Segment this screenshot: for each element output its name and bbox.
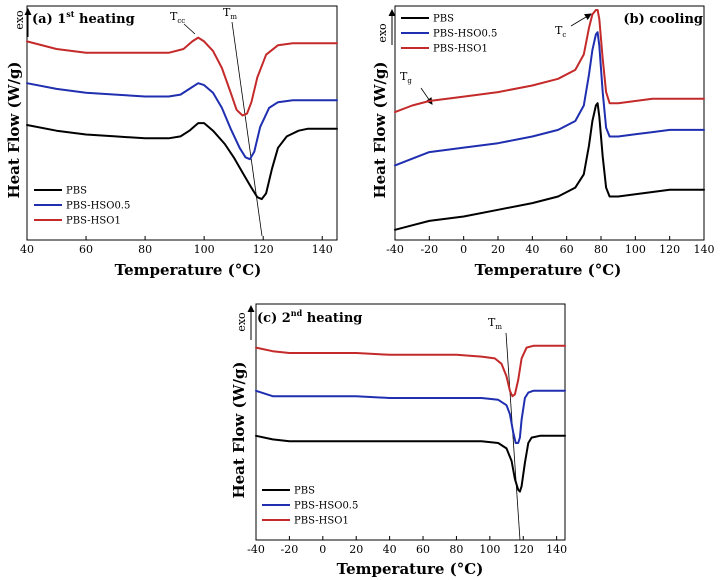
panel-c-legend-label: PBS-HSO1 [294, 516, 349, 527]
panel-a-x-tick-label: 100 [194, 243, 215, 256]
panel-a-exo-label: exo [13, 10, 26, 30]
panel-c-legend-label: PBS-HSO0.5 [294, 501, 358, 512]
panel-a-title: (a) 1st heating [32, 9, 135, 27]
panel-b-x-tick-label: 80 [594, 243, 608, 256]
panel-a-annotation-tcc-label: T [170, 10, 178, 23]
panel-a-legend-label: PBS-HSO1 [66, 216, 121, 227]
panel-c-x-tick-label: 20 [349, 543, 363, 556]
panel-c-annotation-tm: Tm [488, 316, 502, 331]
panel-c-x-tick-label: 0 [319, 543, 326, 556]
panel-a-legend-label: PBS-HSO0.5 [66, 201, 130, 212]
panel-a-title-rest: heating [75, 12, 135, 27]
panel-b-annotation-tc: Tc [555, 24, 566, 39]
panel-b-legend: PBS PBS-HSO0.5 PBS-HSO1 [401, 14, 497, 55]
panel-c-title: (c) 2nd heating [257, 308, 362, 326]
panel-c-x-tick-label: 60 [416, 543, 430, 556]
panel-b-annotation-tg-label: T [400, 70, 408, 83]
panel-c-series-pbs-hso0-5 [255, 389, 566, 444]
panel-c-tm-line [505, 332, 521, 541]
panel-a-title-main: (a) 1 [32, 12, 66, 27]
panel-a-legend: PBS PBS-HSO0.5 PBS-HSO1 [34, 186, 130, 227]
panel-b-x-tick-label: -40 [386, 243, 404, 256]
panel-a-x-tick-label: 80 [138, 243, 152, 256]
panel-b-x-tick-label: 100 [625, 243, 646, 256]
panel-a-annotation-tm-sub: m [230, 13, 237, 21]
panel-c-series-pbs-hso1 [255, 344, 566, 398]
panel-a-series-pbs-hso1 [26, 36, 338, 117]
panel-a-y-axis-title: Heat Flow (W/g) [5, 61, 23, 198]
panel-b-x-tick-label: -20 [420, 243, 438, 256]
panel-a: Heat Flow (W/g) exo (a) 1st heating Temp… [5, 6, 263, 279]
panel-a-x-tick-label: 40 [20, 243, 34, 256]
panel-c-title-main: (c) 2 [257, 311, 291, 326]
panel-a-annotation-tcc: Tcc [170, 10, 185, 25]
panel-c: Heat Flow (W/g) exo (c) 2nd heating Temp… [230, 305, 521, 578]
panel-c-x-tick-label: 120 [513, 543, 534, 556]
panel-c-annotation-tm-sub: m [495, 323, 502, 331]
panel-b-title: (b) cooling [623, 12, 703, 27]
panel-c-title-sup: nd [291, 308, 303, 318]
panel-a-x-tick-label: 140 [312, 243, 333, 256]
panel-b-tc-arrow [570, 13, 592, 27]
panel-b-legend-label: PBS-HSO1 [433, 44, 488, 55]
panel-a-x-tick-label: 60 [79, 243, 93, 256]
panel-a-annotation-tcc-sub: cc [177, 17, 185, 25]
panel-a-annotation-tm-label: T [223, 6, 231, 19]
panel-b-x-tick-label: 0 [460, 243, 467, 256]
panel-a-plot: 40 60 80 100 120 140 PBS PBS-HSO0.5 PBS-HSO1 [20, 5, 338, 256]
panel-b-legend-label: PBS-HSO0.5 [433, 29, 497, 40]
panel-c-annotation-tm-label: T [488, 316, 496, 329]
panel-b-x-tick-label: 120 [659, 243, 680, 256]
panel-b-x-tick-label: 140 [694, 243, 715, 256]
panel-c-x-tick-label: -40 [247, 543, 265, 556]
panel-c-exo-label: exo [235, 312, 248, 332]
panel-b-frame [394, 5, 705, 241]
panel-a-title-sup: st [66, 9, 75, 19]
panel-b-plot: -40 -20 0 20 40 60 80 100 120 140PBSPBS-HSO0.5PBS… [386, 5, 715, 256]
panel-b-series-pbs-hso0-5 [394, 31, 705, 167]
panel-c-x-tick-label: 100 [479, 543, 500, 556]
panel-c-title-rest: heating [302, 311, 362, 326]
panel-b-x-axis-title: Temperature (°C) [475, 261, 622, 279]
panel-c-series-pbs [255, 434, 566, 493]
panel-b-x-tick-label: 20 [491, 243, 505, 256]
panel-a-annotation-tm: Tm [223, 6, 237, 21]
panel-a-frame [26, 5, 338, 241]
panel-b-annotation-tg: Tg [400, 70, 412, 85]
panel-b-annotation-tc-sub: c [562, 31, 566, 39]
panel-a-legend-label: PBS [66, 186, 87, 197]
panel-c-x-tick-label: -20 [281, 543, 299, 556]
panel-a-x-tick-label: 120 [253, 243, 274, 256]
panel-c-legend: PBS PBS-HSO0.5 PBS-HSO1 [262, 486, 358, 527]
panel-b-x-tick-label: 60 [560, 243, 574, 256]
panel-b-annotation-tg-sub: g [407, 77, 412, 85]
panel-b-series-pbs [394, 102, 705, 231]
panel-b-y-axis-title: Heat Flow (W/g) [371, 61, 389, 198]
panel-a-tcc-pointer [183, 23, 196, 35]
panel-b-series-pbs-hso1 [394, 9, 705, 114]
panel-c-plot: -40 -20 0 20 40 60 80 100 120 140PBSPBS-HSO0.5PBS… [247, 303, 567, 556]
panel-a-x-axis-title: Temperature (°C) [115, 261, 262, 279]
panel-a-series-pbs [26, 122, 338, 201]
panel-c-frame [255, 303, 566, 541]
panel-c-legend-label: PBS [294, 486, 315, 497]
panel-c-x-tick-label: 140 [546, 543, 567, 556]
panel-b-annotation-tc-label: T [555, 24, 563, 37]
panel-b-x-tick-label: 40 [525, 243, 539, 256]
panel-b-exo-label: exo [376, 23, 389, 43]
panel-c-x-tick-label: 80 [449, 543, 463, 556]
panel-c-x-tick-label: 40 [383, 543, 397, 556]
panel-b: Heat Flow (W/g) exo (b) cooling Temperat… [371, 9, 703, 279]
panel-a-tm-line [231, 21, 263, 237]
panel-c-y-axis-title: Heat Flow (W/g) [230, 361, 248, 498]
panel-a-series-pbs-hso0-5 [26, 82, 338, 161]
panel-b-legend-label: PBS [433, 14, 454, 25]
panel-c-x-axis-title: Temperature (°C) [337, 560, 484, 578]
